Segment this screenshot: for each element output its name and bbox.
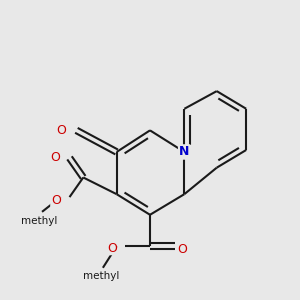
Text: N: N bbox=[179, 146, 190, 158]
Text: O: O bbox=[178, 243, 188, 256]
Text: O: O bbox=[51, 194, 61, 207]
Text: O: O bbox=[107, 242, 117, 255]
Text: methyl: methyl bbox=[21, 216, 57, 226]
Text: methyl: methyl bbox=[83, 271, 119, 281]
Text: O: O bbox=[50, 152, 60, 164]
Text: O: O bbox=[57, 124, 67, 137]
